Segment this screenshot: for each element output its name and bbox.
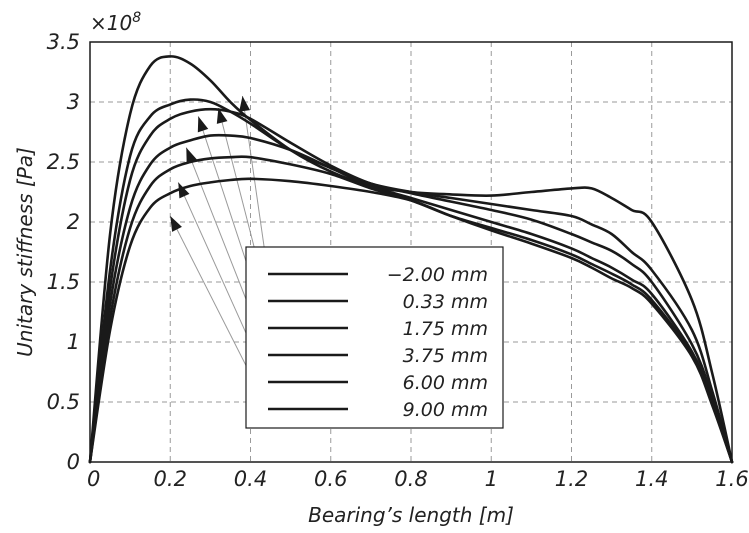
series-line: [88, 133, 734, 464]
x-tick-label: 0.2: [154, 467, 187, 491]
leader-line: [241, 95, 269, 275]
x-tick-labels: 0 0.2 0.4 0.6 0.8 1 1.2 1.4 1.6: [87, 467, 749, 491]
legend: −2.00 mm 0.33 mm 1.75 mm 3.75 mm 6.00 mm 9.00…: [245, 246, 504, 429]
legend-label: 1.75 mm: [403, 318, 488, 340]
series-line: [88, 107, 734, 464]
legend-label: 9.00 mm: [403, 399, 488, 421]
arrowhead: [216, 108, 228, 124]
arrowheads: [170, 96, 251, 232]
arrowhead: [197, 116, 209, 133]
x-tick-label: 1.6: [715, 467, 748, 491]
x-tick-label: 0.4: [234, 467, 267, 491]
legend-label: −2.00 mm: [387, 264, 488, 286]
y-tick-labels: 0 0.5 1 1.5 2 2.5 3 3.5: [47, 30, 80, 474]
y-tick-label: 2: [67, 210, 80, 234]
arrowhead: [178, 182, 190, 199]
series-line: [88, 177, 734, 464]
y-tick-label: 1: [67, 330, 80, 354]
legend-items: −2.00 mm 0.33 mm 1.75 mm 3.75 mm 6.00 mm 9.00…: [268, 264, 488, 421]
arrowhead: [186, 147, 197, 164]
y-tick-label: 2.5: [47, 150, 80, 174]
legend-label: 3.75 mm: [403, 345, 488, 367]
arrowhead: [170, 216, 182, 232]
y-tick-label: 3.5: [47, 30, 80, 54]
plot-frame: [89, 41, 733, 463]
x-tick-label: 1: [485, 467, 498, 491]
y-axis-label: Unitary stiffness [Pa]: [13, 147, 37, 357]
arrowhead: [239, 96, 251, 112]
y-tick-label: 0: [67, 450, 80, 474]
x-axis-label: Bearing’s length [m]: [308, 503, 514, 527]
y-tick-label: 0.5: [47, 390, 80, 414]
x-tick-label: 1.4: [635, 467, 668, 491]
legend-label: 6.00 mm: [403, 372, 488, 394]
x-tick-label: 0: [87, 467, 100, 491]
y-multiplier: ×108: [90, 10, 141, 35]
legend-box: [245, 246, 504, 429]
series-line: [88, 155, 734, 464]
x-tick-label: 1.2: [555, 467, 588, 491]
data-series: [88, 55, 734, 464]
y-tick-label: 3: [67, 90, 80, 114]
x-tick-label: 0.8: [394, 467, 427, 491]
y-tick-label: 1.5: [47, 270, 80, 294]
legend-label: 0.33 mm: [403, 291, 488, 313]
x-tick-label: 0.6: [314, 467, 347, 491]
